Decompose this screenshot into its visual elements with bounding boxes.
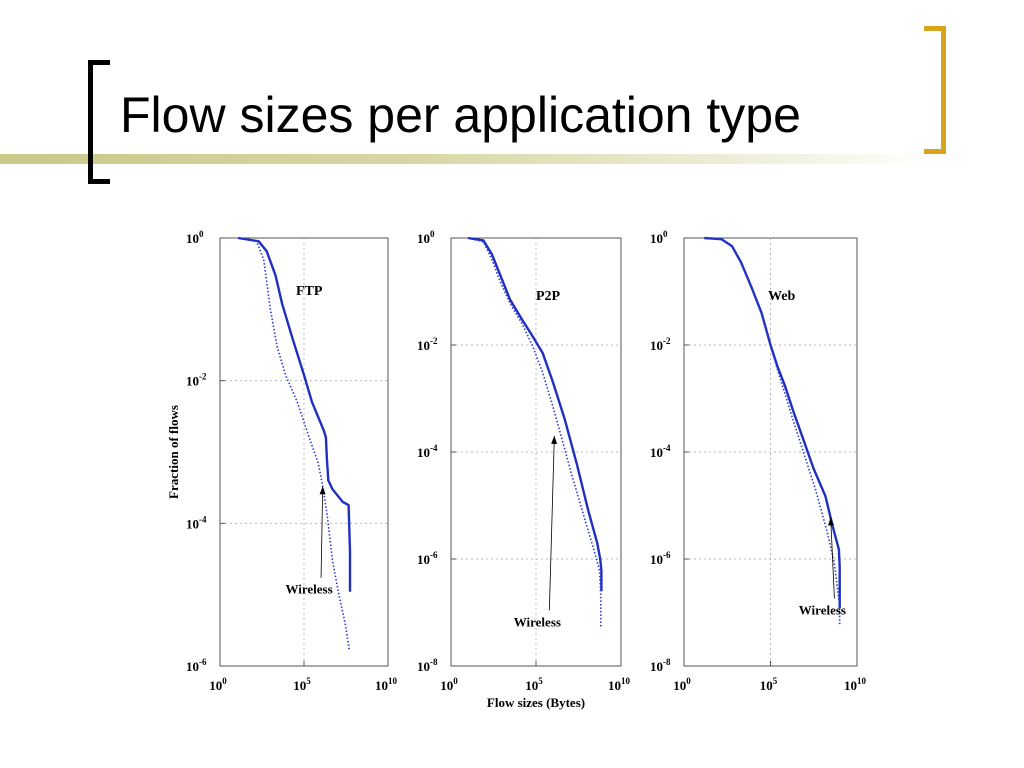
- annotation-arrow-line: [548, 435, 555, 611]
- y-tick-label: 100: [650, 229, 668, 246]
- panel-title: P2P: [536, 289, 561, 304]
- y-tick-label: 10-2: [186, 372, 207, 389]
- y-tick-label: 10-8: [650, 657, 671, 674]
- annotation-arrowhead: [319, 486, 326, 495]
- x-tick-label: 1010: [844, 676, 867, 693]
- x-axis-label: Flow sizes (Bytes): [487, 695, 585, 710]
- annotation-arrowhead: [828, 517, 835, 526]
- y-tick-label: 10-6: [417, 550, 438, 567]
- title-underline-bar: [0, 154, 930, 164]
- y-tick-label: 100: [186, 229, 204, 246]
- series-line-wired: [467, 236, 603, 592]
- x-tick-label: 105: [760, 676, 778, 693]
- chart-panel-ftp: 100 105 1010 100 10-2 10-4 10-6 FTP Wireless Frac…: [166, 229, 398, 693]
- series-line-wireless: [467, 237, 602, 627]
- y-tick-label: 10-8: [417, 657, 438, 674]
- y-axis-label: Fraction of flows: [166, 405, 181, 499]
- x-tick-label: 100: [209, 676, 227, 693]
- x-tick-label: 105: [293, 676, 311, 693]
- y-tick-label: 10-2: [650, 336, 671, 353]
- annotation-label: Wireless: [285, 582, 332, 597]
- series-line-wireless: [704, 237, 841, 625]
- panel-title: FTP: [296, 284, 323, 299]
- series-line-wireless: [237, 237, 351, 650]
- panel-title: Web: [768, 289, 795, 304]
- x-tick-label: 100: [440, 676, 458, 693]
- y-tick-label: 10-6: [186, 657, 207, 674]
- left-bracket-ornament: [88, 60, 110, 184]
- annotation-label: Wireless: [514, 614, 561, 629]
- y-tick-label: 10-6: [650, 550, 671, 567]
- annotation-arrowhead: [551, 435, 558, 444]
- slide-title: Flow sizes per application type: [120, 87, 801, 143]
- x-tick-label: 105: [525, 676, 543, 693]
- y-tick-label: 10-4: [650, 443, 671, 460]
- chart-panel-p2p: 100 105 1010 100 10-2 10-4 10-6 10-8 P2P Wireless…: [417, 229, 631, 710]
- series-line-wired: [237, 236, 352, 592]
- plot-frame: [219, 237, 389, 667]
- y-tick-label: 10-2: [417, 336, 438, 353]
- y-tick-label: 10-4: [417, 443, 438, 460]
- annotation-arrow-line: [320, 486, 324, 578]
- y-tick-label: 10-4: [186, 514, 207, 531]
- x-tick-label: 1010: [608, 676, 631, 693]
- chart-panel-web: 100 105 1010 100 10-2 10-4 10-6 10-8 Web Wireless: [650, 229, 867, 693]
- annotation-label: Wireless: [799, 603, 846, 618]
- x-tick-label: 100: [673, 676, 691, 693]
- right-bracket-ornament: [924, 26, 946, 154]
- x-tick-label: 1010: [375, 676, 398, 693]
- annotation-arrow-line: [830, 517, 835, 599]
- y-tick-label: 100: [417, 229, 435, 246]
